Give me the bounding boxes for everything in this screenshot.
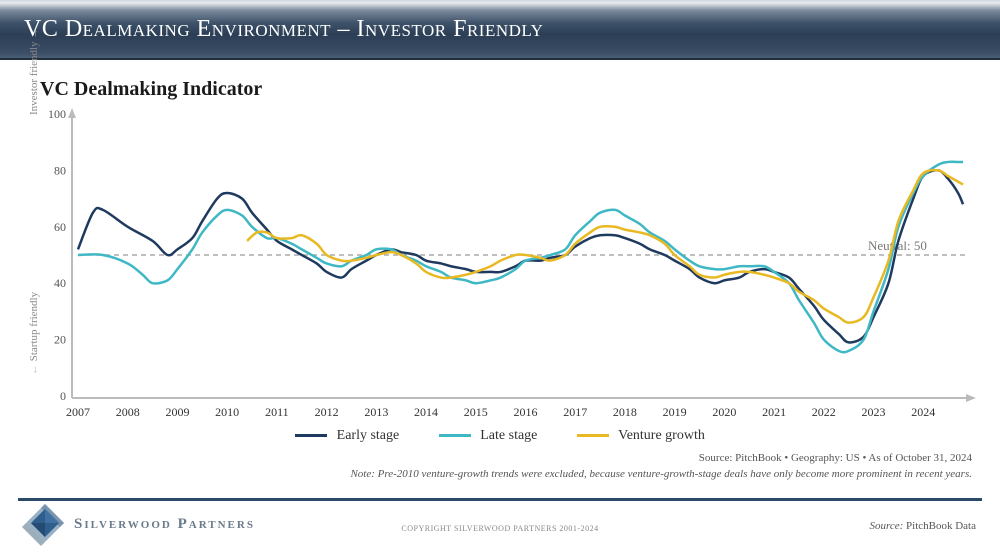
legend-swatch-early — [295, 434, 327, 437]
svg-text:2019: 2019 — [663, 405, 687, 419]
svg-text:2016: 2016 — [513, 405, 537, 419]
svg-text:2018: 2018 — [613, 405, 637, 419]
svg-text:2008: 2008 — [116, 405, 140, 419]
svg-text:60: 60 — [54, 220, 66, 234]
source-line: Source: PitchBook • Geography: US • As o… — [0, 452, 972, 464]
svg-text:2011: 2011 — [265, 405, 289, 419]
slide: VC Dealmaking Environment – Investor Fri… — [0, 0, 1000, 560]
svg-text:2022: 2022 — [812, 405, 836, 419]
svg-text:40: 40 — [54, 276, 66, 290]
footer-source: Source: PitchBook Data — [869, 520, 976, 532]
legend-item-late: Late stage — [439, 428, 541, 443]
svg-text:2017: 2017 — [563, 405, 587, 419]
chart-title: VC Dealmaking Indicator — [40, 78, 262, 101]
svg-text:0: 0 — [60, 389, 66, 403]
svg-text:2013: 2013 — [364, 405, 388, 419]
svg-text:2007: 2007 — [66, 405, 90, 419]
title-bar: VC Dealmaking Environment – Investor Fri… — [0, 0, 1000, 60]
svg-text:80: 80 — [54, 163, 66, 177]
svg-text:2014: 2014 — [414, 405, 438, 419]
legend-item-early: Early stage — [295, 428, 403, 443]
svg-text:2020: 2020 — [712, 405, 736, 419]
chart-area: 020406080100Neutral: 5020072008200920102… — [28, 106, 978, 426]
slide-title: VC Dealmaking Environment – Investor Fri… — [24, 16, 543, 43]
legend-item-growth: Venture growth — [577, 428, 705, 443]
line-chart-svg: 020406080100Neutral: 5020072008200920102… — [28, 106, 978, 426]
footer-copyright: COPYRIGHT SILVERWOOD PARTNERS 2001-2024 — [0, 524, 1000, 533]
svg-text:2012: 2012 — [315, 405, 339, 419]
svg-text:2010: 2010 — [215, 405, 239, 419]
svg-text:20: 20 — [54, 333, 66, 347]
footer: Silverwood Partners COPYRIGHT SILVERWOOD… — [0, 506, 1000, 556]
footer-rule — [18, 498, 982, 501]
legend-swatch-late — [439, 434, 471, 437]
svg-text:2024: 2024 — [911, 405, 935, 419]
svg-text:100: 100 — [48, 107, 66, 121]
note-line: Note: Pre-2010 venture-growth trends wer… — [0, 468, 972, 480]
y-axis-label-upper: Investor friendly → — [28, 28, 40, 115]
legend: Early stage Late stage Venture growth — [0, 428, 1000, 444]
svg-text:2009: 2009 — [165, 405, 189, 419]
svg-text:2021: 2021 — [762, 405, 786, 419]
legend-swatch-growth — [577, 434, 609, 437]
svg-text:2023: 2023 — [862, 405, 886, 419]
svg-text:2015: 2015 — [464, 405, 488, 419]
